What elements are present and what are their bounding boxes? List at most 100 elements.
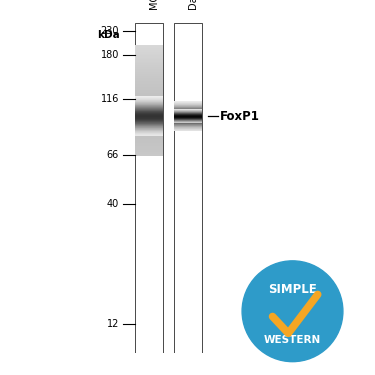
Bar (135, 78, 163, 79)
Bar (135, 139, 163, 141)
Bar (135, 131, 163, 132)
Bar (135, 81, 163, 82)
Bar (135, 135, 163, 136)
Bar (135, 69, 163, 70)
Bar (135, 53, 163, 54)
Bar (135, 148, 163, 150)
Bar (135, 85, 163, 86)
Bar (135, 71, 163, 72)
Bar (135, 51, 163, 52)
Bar (135, 113, 163, 114)
Bar (135, 108, 163, 109)
Bar (135, 94, 163, 96)
Bar (135, 72, 163, 73)
Bar (135, 60, 163, 61)
Bar (135, 134, 163, 135)
Text: 180: 180 (100, 50, 119, 60)
Bar (135, 77, 163, 78)
Bar (135, 75, 163, 76)
Bar (135, 93, 163, 94)
Bar (135, 105, 163, 106)
Bar (135, 99, 163, 100)
Bar (135, 59, 163, 60)
Bar (135, 45, 163, 46)
Bar (135, 134, 163, 136)
Circle shape (242, 261, 343, 362)
Bar (135, 46, 163, 47)
Bar (135, 61, 163, 62)
Bar (135, 103, 163, 104)
Bar (135, 122, 163, 123)
Bar (135, 88, 163, 89)
Bar (135, 76, 163, 77)
Bar (135, 57, 163, 58)
Text: FoxP1: FoxP1 (220, 110, 260, 123)
Bar (135, 89, 163, 90)
Bar (135, 144, 163, 146)
Bar (135, 65, 163, 66)
Bar (135, 98, 163, 99)
Bar (135, 66, 163, 68)
Bar (135, 80, 163, 81)
Bar (135, 54, 163, 55)
Bar (135, 82, 163, 83)
Bar (135, 112, 163, 113)
Bar (135, 63, 163, 64)
Bar (135, 92, 163, 93)
Bar (135, 118, 163, 120)
Bar (135, 123, 163, 124)
Text: MCF-7: MCF-7 (149, 0, 159, 9)
Bar (135, 152, 163, 154)
Bar (135, 49, 163, 50)
Bar (135, 48, 163, 49)
Bar (135, 129, 163, 130)
Bar (135, 58, 163, 59)
Bar (135, 110, 163, 112)
Text: 66: 66 (107, 150, 119, 160)
Bar (135, 73, 163, 74)
Bar (135, 142, 163, 144)
Bar (135, 91, 163, 92)
Bar (135, 79, 163, 80)
Bar (135, 47, 163, 48)
Text: 116: 116 (100, 94, 119, 104)
Bar (135, 136, 163, 137)
Bar (135, 154, 163, 156)
Bar (135, 50, 163, 51)
Bar (135, 74, 163, 75)
Text: kDa: kDa (98, 30, 120, 40)
Bar (135, 64, 163, 65)
Bar (135, 70, 163, 71)
Bar (135, 84, 163, 85)
Bar (135, 128, 163, 129)
Bar (135, 127, 163, 128)
Bar (135, 133, 163, 134)
Bar (135, 56, 163, 57)
Text: Daudi: Daudi (188, 0, 198, 9)
Bar (135, 104, 163, 105)
Bar (135, 87, 163, 88)
Bar (135, 141, 163, 142)
Bar (135, 116, 163, 117)
Bar (135, 120, 163, 122)
Bar (135, 129, 163, 130)
Bar (135, 102, 163, 103)
Bar (135, 62, 163, 63)
Text: SIMPLE: SIMPLE (268, 283, 317, 296)
Bar (135, 126, 163, 127)
Bar (135, 146, 163, 148)
Bar (135, 126, 163, 128)
Bar (135, 96, 163, 97)
Bar (135, 114, 163, 116)
Text: 230: 230 (100, 26, 119, 36)
Bar (135, 109, 163, 110)
Bar (135, 83, 163, 84)
Bar (135, 52, 163, 53)
Bar (135, 90, 163, 91)
Bar (135, 68, 163, 69)
Bar (135, 130, 163, 131)
Text: 12: 12 (106, 319, 119, 329)
Bar (135, 132, 163, 134)
Bar (135, 106, 163, 108)
Text: WESTERN: WESTERN (264, 335, 321, 345)
